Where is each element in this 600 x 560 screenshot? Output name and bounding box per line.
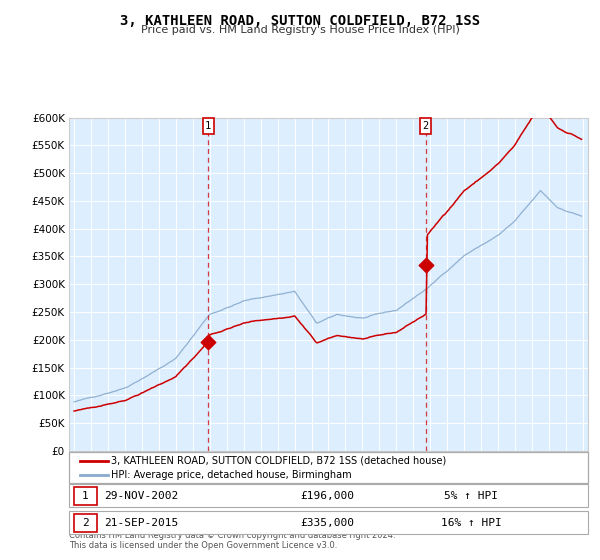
Text: Price paid vs. HM Land Registry's House Price Index (HPI): Price paid vs. HM Land Registry's House … [140, 25, 460, 35]
Text: 2: 2 [422, 121, 428, 131]
Text: 16% ↑ HPI: 16% ↑ HPI [440, 518, 502, 528]
Text: HPI: Average price, detached house, Birmingham: HPI: Average price, detached house, Birm… [111, 469, 352, 479]
Text: 1: 1 [205, 121, 211, 131]
Text: £196,000: £196,000 [300, 491, 354, 501]
Text: This data is licensed under the Open Government Licence v3.0.: This data is licensed under the Open Gov… [69, 541, 337, 550]
Text: 5% ↑ HPI: 5% ↑ HPI [444, 491, 498, 501]
Text: 1: 1 [82, 491, 89, 501]
Point [421, 260, 431, 269]
Point [203, 338, 213, 347]
Text: £335,000: £335,000 [300, 518, 354, 528]
Text: 3, KATHLEEN ROAD, SUTTON COLDFIELD, B72 1SS: 3, KATHLEEN ROAD, SUTTON COLDFIELD, B72 … [120, 14, 480, 28]
Text: 21-SEP-2015: 21-SEP-2015 [104, 518, 178, 528]
Text: 29-NOV-2002: 29-NOV-2002 [104, 491, 178, 501]
Text: 3, KATHLEEN ROAD, SUTTON COLDFIELD, B72 1SS (detached house): 3, KATHLEEN ROAD, SUTTON COLDFIELD, B72 … [111, 456, 446, 466]
Text: 2: 2 [82, 518, 89, 528]
Text: Contains HM Land Registry data © Crown copyright and database right 2024.: Contains HM Land Registry data © Crown c… [69, 531, 395, 540]
